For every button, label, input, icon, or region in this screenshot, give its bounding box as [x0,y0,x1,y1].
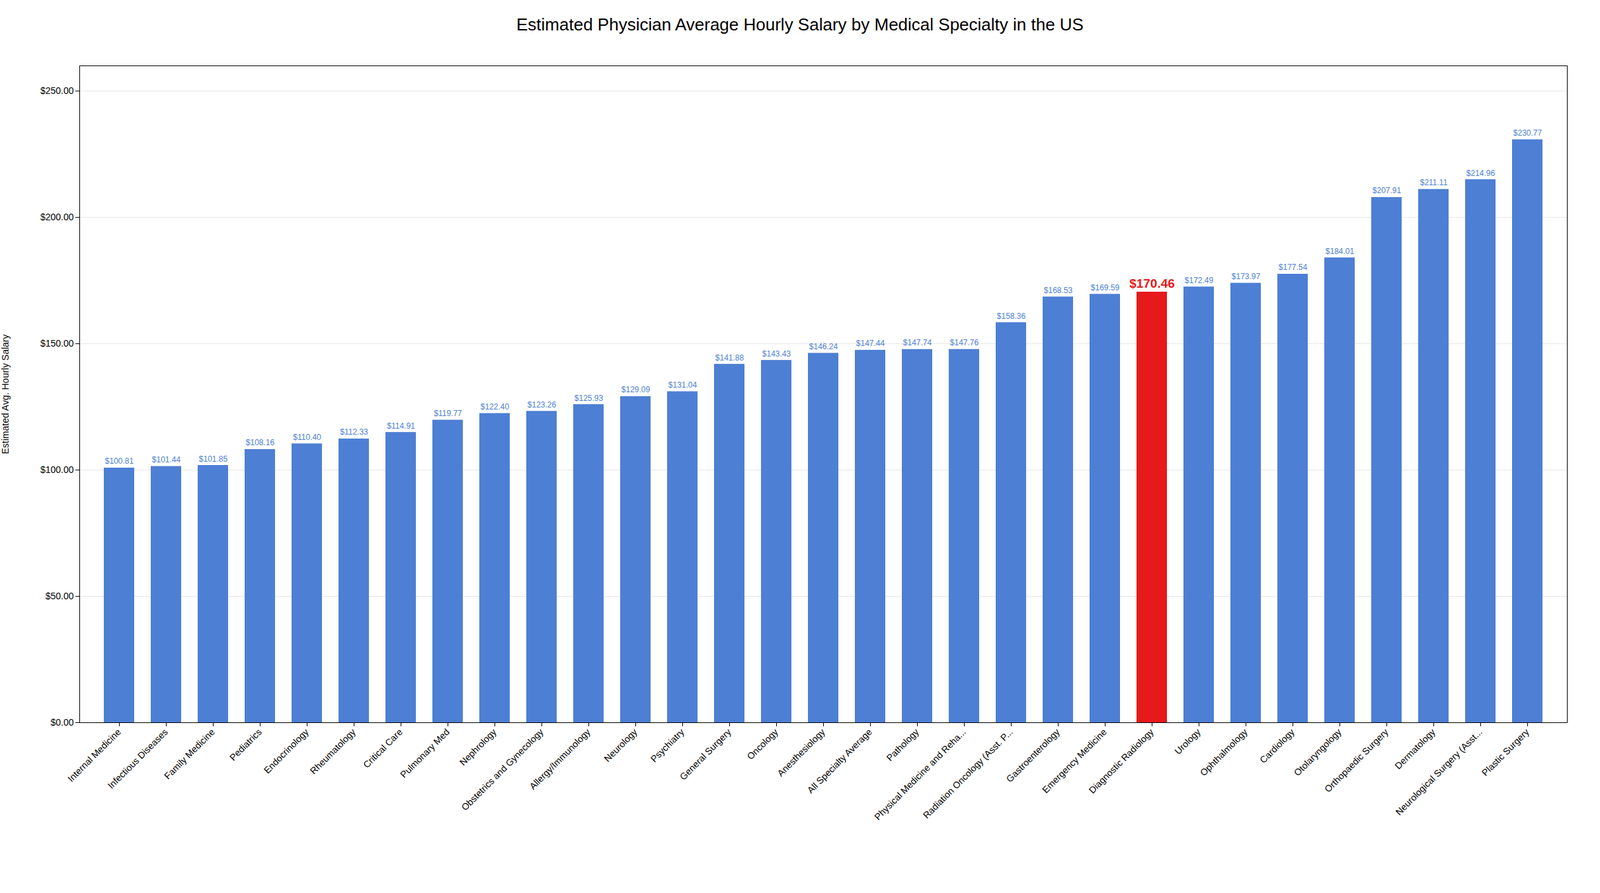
svg-text:$214.96: $214.96 [1466,168,1496,178]
svg-text:Plastic Surgery: Plastic Surgery [1479,725,1532,778]
svg-text:$123.26: $123.26 [527,400,557,410]
svg-text:Dermatology: Dermatology [1392,725,1437,771]
svg-text:$211.11: $211.11 [1420,177,1448,188]
svg-text:Pediatrics: Pediatrics [227,725,264,763]
svg-text:Ophthalmology: Ophthalmology [1198,725,1250,778]
svg-text:Estimated Avg. Hourly Salary: Estimated Avg. Hourly Salary [0,333,11,454]
svg-text:$172.49: $172.49 [1184,275,1214,285]
svg-text:Nephrology: Nephrology [457,725,499,767]
svg-text:Endocrinology: Endocrinology [261,725,311,775]
svg-text:$0.00: $0.00 [50,716,74,728]
svg-text:Pathology: Pathology [883,725,921,763]
svg-text:$200.00: $200.00 [40,211,75,223]
svg-text:$143.43: $143.43 [762,349,792,359]
svg-text:Urology: Urology [1172,725,1202,756]
svg-text:$114.91: $114.91 [386,421,416,431]
svg-text:$169.59: $169.59 [1090,282,1120,293]
svg-text:Anesthesiology: Anesthesiology [774,725,827,778]
svg-text:Diagnostic Radiology: Diagnostic Radiology [1086,725,1156,795]
svg-text:$141.88: $141.88 [715,353,745,363]
svg-text:Pulmonary Med: Pulmonary Med [398,725,452,780]
svg-text:Internal Medicine: Internal Medicine [65,726,123,784]
svg-text:$112.33: $112.33 [339,427,369,437]
svg-text:Family Medicine: Family Medicine [161,725,217,781]
svg-text:$147.44: $147.44 [856,338,886,348]
html-text:Estimated Physician Average Ho: Estimated Physician Average Hourly Salar… [516,14,1084,35]
svg-text:Cardiology: Cardiology [1257,725,1297,765]
svg-text:Rheumatology: Rheumatology [308,725,358,776]
svg-text:$101.44: $101.44 [152,454,182,465]
svg-text:$158.36: $158.36 [997,311,1027,321]
svg-text:$108.16: $108.16 [245,437,276,447]
svg-text:$207.91: $207.91 [1372,185,1402,196]
svg-text:$125.93: $125.93 [574,393,604,403]
svg-text:Physical Medicine and Reha...: Physical Medicine and Reha... [872,725,968,822]
svg-text:Allergy/Immunology: Allergy/Immunology [527,725,593,791]
svg-text:Critical Care: Critical Care [360,725,405,770]
svg-text:$250.00: $250.00 [40,85,75,96]
svg-text:All Specialty Average: All Specialty Average [805,725,875,795]
svg-text:Otolaryngology: Otolaryngology [1291,725,1344,778]
svg-text:$100.81: $100.81 [105,456,135,466]
svg-text:$173.97: $173.97 [1231,271,1261,281]
svg-text:$170.46: $170.46 [1129,276,1175,291]
svg-text:$230.77: $230.77 [1513,128,1543,138]
svg-text:Obstetrics and Gynecology: Obstetrics and Gynecology [459,725,546,812]
svg-text:Gastroenterology: Gastroenterology [1003,726,1062,784]
svg-text:$147.76: $147.76 [950,337,980,348]
svg-text:Neurology: Neurology [601,725,639,763]
svg-text:$177.54: $177.54 [1278,262,1308,272]
svg-text:Infectious Diseases: Infectious Diseases [105,725,170,791]
svg-text:$184.01: $184.01 [1325,246,1355,256]
svg-text:$101.85: $101.85 [199,454,229,464]
svg-text:Orthopaedic Surgery: Orthopaedic Surgery [1322,725,1391,795]
svg-text:$50.00: $50.00 [45,590,75,601]
svg-text:$131.04: $131.04 [668,380,698,390]
svg-text:$147.74: $147.74 [903,337,933,348]
svg-text:$110.40: $110.40 [292,432,322,442]
svg-text:General Surgery: General Surgery [677,725,734,782]
svg-text:$168.53: $168.53 [1043,285,1074,295]
svg-text:$119.77: $119.77 [433,408,463,418]
svg-text:$146.24: $146.24 [809,341,839,352]
svg-text:Emergency Medicine: Emergency Medicine [1040,726,1109,795]
svg-text:Radiation Oncology (Asst. P...: Radiation Oncology (Asst. P... [920,725,1015,820]
svg-text:Oncology: Oncology [745,725,781,761]
svg-text:$100.00: $100.00 [40,464,75,475]
svg-text:$122.40: $122.40 [480,401,510,412]
svg-text:Psychiatry: Psychiatry [648,725,687,764]
svg-text:$150.00: $150.00 [40,337,75,349]
svg-text:$129.09: $129.09 [621,384,651,395]
svg-text:Neurological Surgery (Asst...: Neurological Surgery (Asst... [1393,725,1484,817]
